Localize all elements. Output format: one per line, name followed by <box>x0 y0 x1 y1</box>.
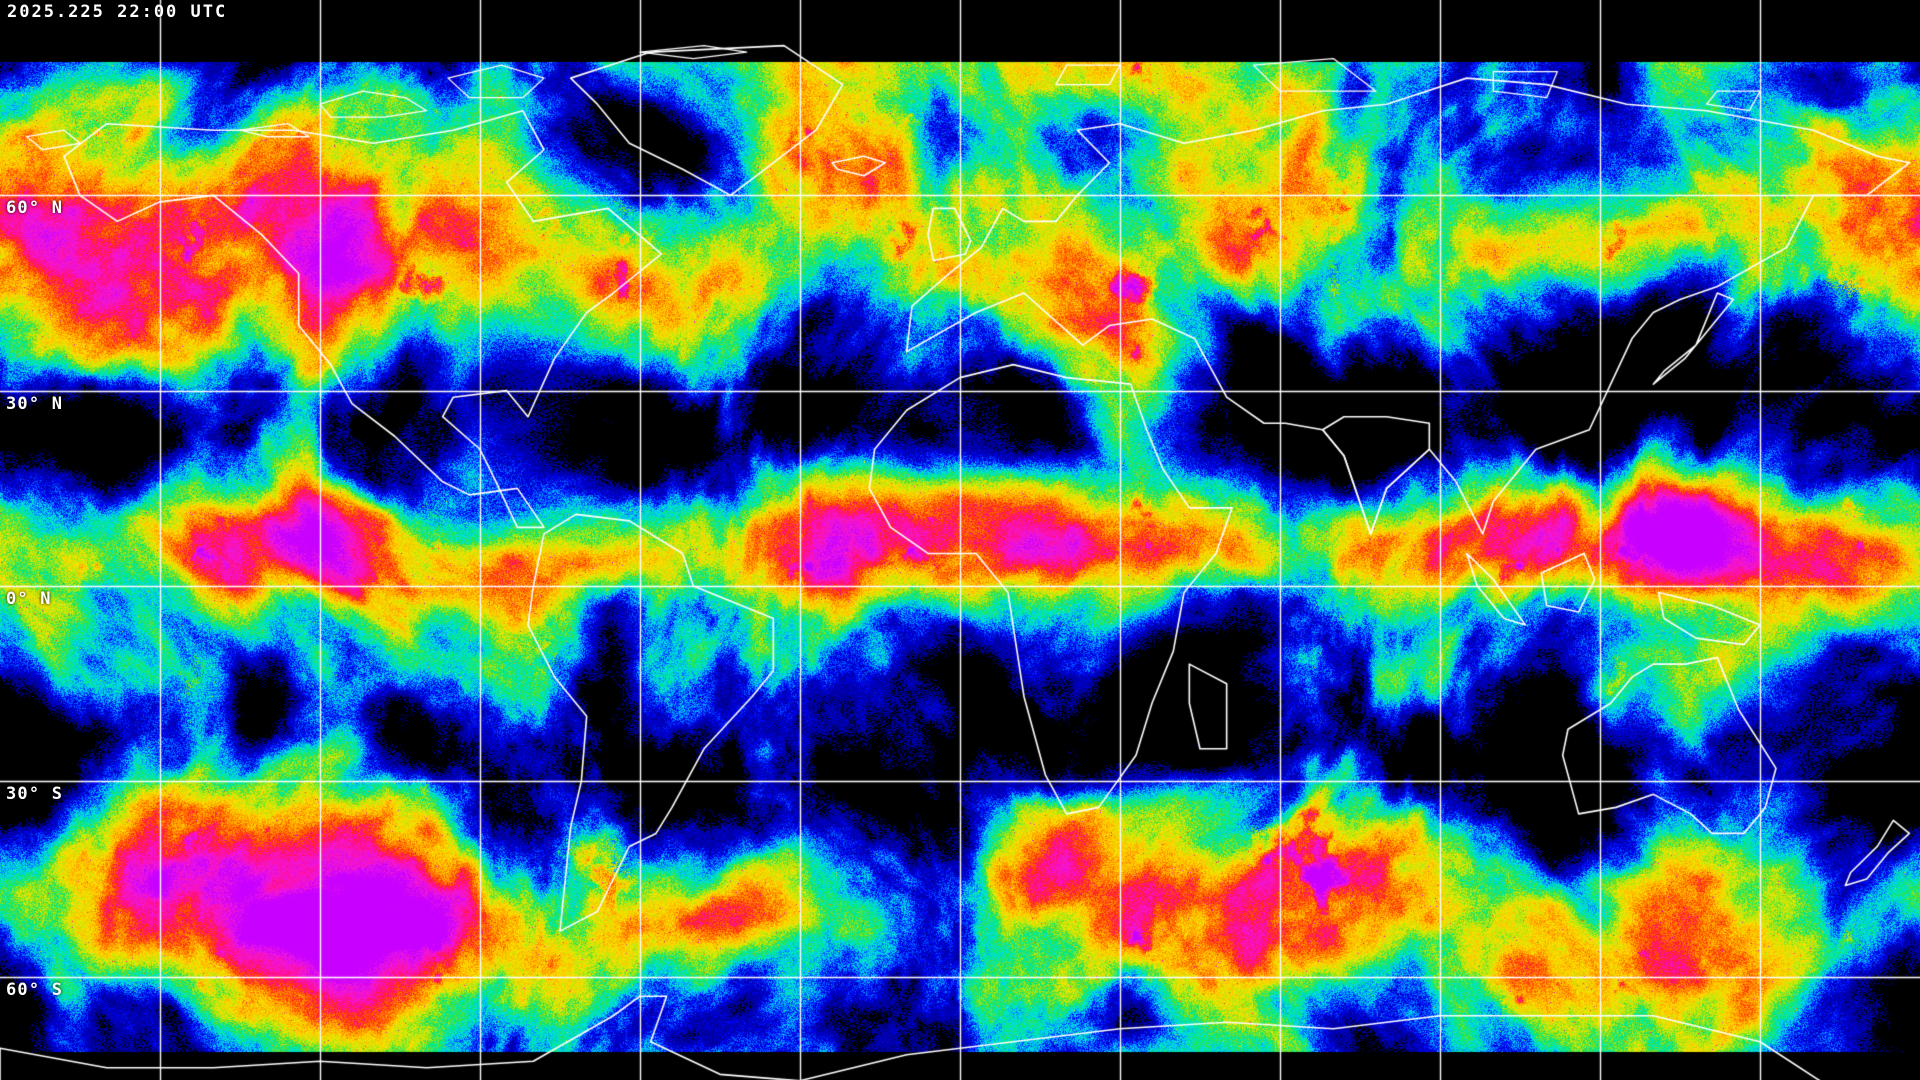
latitude-label: 30° N <box>6 393 64 414</box>
latitude-label: 60° N <box>6 198 64 219</box>
latitude-label: 0° N <box>6 589 52 609</box>
latitude-label: 30° S <box>6 784 64 805</box>
timestamp-label: 2025.225 22:00 UTC <box>7 2 228 22</box>
latitude-label: 60° S <box>6 979 64 1000</box>
